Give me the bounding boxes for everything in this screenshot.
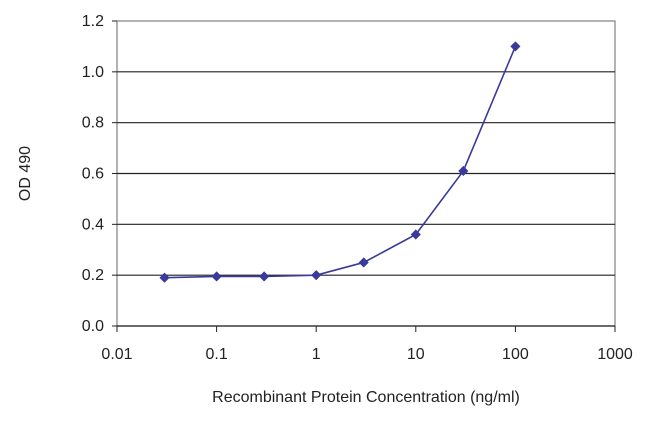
x-tick-label: 1000 [597, 346, 633, 363]
y-tick-label: 1.2 [82, 13, 104, 30]
x-axis-title: Recombinant Protein Concentration (ng/ml… [212, 389, 520, 406]
data-point [311, 270, 322, 281]
y-tick-label: 0.6 [82, 166, 104, 183]
data-point [211, 271, 222, 282]
data-point [458, 165, 469, 177]
y-tick-label: 0.8 [82, 115, 104, 132]
y-tick-label: 1.0 [82, 64, 104, 81]
x-axis-ticks: 0.01 0.1 1 10 100 1000 [101, 326, 633, 363]
gridlines [117, 71, 615, 327]
y-axis-ticks: 0.0 0.2 0.4 0.6 0.8 1.0 1.2 [82, 13, 117, 335]
y-tick-label: 0.4 [82, 216, 104, 233]
y-tick-label: 0.2 [82, 267, 104, 284]
y-axis-title: OD 490 [17, 146, 34, 201]
x-tick-label: 100 [502, 346, 529, 363]
y-tick-label: 0.0 [82, 318, 104, 335]
series-line [164, 46, 517, 279]
x-tick-label: 0.1 [205, 346, 227, 363]
data-point [159, 272, 170, 283]
data-point [358, 257, 369, 268]
x-tick-label: 1 [312, 346, 321, 363]
data-point [259, 271, 270, 282]
x-tick-label: 10 [407, 346, 425, 363]
series [159, 41, 521, 283]
data-point [510, 41, 521, 52]
x-tick-label: 0.01 [101, 346, 132, 363]
data-point [410, 229, 421, 240]
